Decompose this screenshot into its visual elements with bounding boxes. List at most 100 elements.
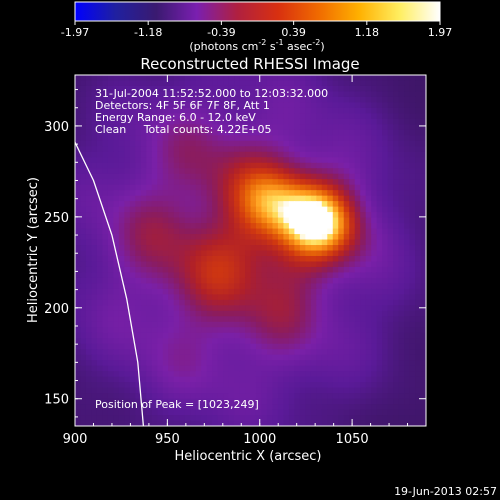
heatmap-cell	[316, 343, 323, 350]
heatmap-cell	[360, 184, 367, 191]
heatmap-cell	[409, 398, 416, 405]
heatmap-cell	[283, 305, 290, 312]
heatmap-cell	[217, 277, 224, 284]
heatmap-cell	[255, 409, 263, 416]
heatmap-cell	[91, 162, 98, 169]
heatmap-cell	[266, 415, 274, 422]
heatmap-cell	[266, 387, 274, 394]
heatmap-cell	[107, 415, 114, 422]
heatmap-cell	[239, 157, 246, 164]
heatmap-cell	[217, 398, 224, 405]
heatmap-cell	[398, 201, 405, 208]
heatmap-cell	[283, 162, 290, 169]
heatmap-cell	[365, 376, 372, 383]
heatmap-cell	[173, 85, 180, 93]
heatmap-cell	[217, 179, 224, 186]
heatmap-cell	[140, 371, 147, 378]
heatmap-cell	[212, 146, 219, 153]
heatmap-cell	[277, 96, 284, 104]
heatmap-cell	[239, 277, 246, 284]
heatmap-cell	[266, 294, 274, 301]
heatmap-cell	[168, 272, 175, 279]
heatmap-cell	[415, 212, 422, 219]
heatmap-cell	[80, 228, 87, 235]
heatmap-cell	[338, 266, 345, 274]
heatmap-cell	[338, 245, 345, 252]
heatmap-cell	[173, 239, 180, 246]
heatmap-cell	[168, 217, 175, 224]
heatmap-cell	[409, 140, 416, 147]
heatmap-cell	[420, 157, 426, 164]
heatmap-cell	[239, 261, 246, 268]
heatmap-cell	[288, 272, 295, 279]
heatmap-cell	[129, 140, 136, 147]
heatmap-cell	[288, 91, 295, 98]
heatmap-cell	[393, 162, 400, 169]
heatmap-cell	[310, 349, 317, 356]
heatmap-cell	[266, 129, 274, 136]
heatmap-cell	[228, 102, 235, 109]
heatmap-cell	[376, 173, 383, 180]
heatmap-cell	[382, 102, 389, 109]
heatmap-cell	[85, 393, 93, 400]
heatmap-cell	[151, 118, 158, 125]
heatmap-cell	[245, 250, 252, 257]
heatmap-cell	[96, 283, 104, 290]
heatmap-cell	[75, 415, 82, 422]
heatmap-cell	[239, 75, 246, 82]
heatmap-cell	[299, 102, 306, 109]
heatmap-cell	[217, 107, 224, 114]
heatmap-cell	[91, 129, 98, 136]
heatmap-cell	[113, 415, 120, 422]
heatmap-cell	[245, 195, 252, 202]
heatmap-cell	[294, 343, 301, 350]
heatmap-cell	[129, 365, 136, 372]
heatmap-cell	[250, 245, 257, 252]
heatmap-cell	[338, 332, 345, 339]
heatmap-cell	[201, 118, 208, 125]
heatmap-cell	[91, 190, 98, 197]
heatmap-cell	[294, 398, 301, 405]
heatmap-cell	[140, 201, 147, 208]
heatmap-cell	[398, 343, 405, 350]
heatmap-cell	[201, 338, 208, 345]
heatmap-cell	[299, 305, 306, 312]
heatmap-cell	[349, 376, 356, 383]
heatmap-cell	[85, 135, 93, 142]
heatmap-cell	[179, 124, 186, 131]
heatmap-cell	[201, 321, 208, 328]
heatmap-cell	[255, 420, 263, 426]
heatmap-cell	[91, 234, 98, 241]
heatmap-cell	[228, 376, 235, 383]
heatmap-cell	[316, 107, 323, 114]
heatmap-cell	[255, 129, 263, 136]
heatmap-cell	[234, 212, 241, 219]
heatmap-cell	[75, 360, 82, 367]
heatmap-cell	[327, 305, 334, 312]
heatmap-cell	[85, 261, 93, 268]
heatmap-cell	[321, 272, 328, 279]
heatmap-cell	[151, 162, 158, 169]
heatmap-cell	[135, 179, 142, 186]
heatmap-cell	[327, 107, 334, 114]
heatmap-cell	[179, 299, 186, 306]
heatmap-cell	[102, 288, 109, 295]
heatmap-cell	[327, 393, 334, 400]
heatmap-cell	[157, 190, 164, 197]
heatmap-cell	[157, 118, 164, 125]
heatmap-cell	[360, 124, 367, 131]
heatmap-cell	[338, 179, 345, 186]
heatmap-cell	[195, 272, 202, 279]
heatmap-cell	[75, 245, 82, 252]
heatmap-cell	[294, 415, 301, 422]
heatmap-cell	[338, 415, 345, 422]
heatmap-cell	[184, 371, 191, 378]
heatmap-cell	[146, 75, 153, 82]
heatmap-cell	[338, 261, 345, 268]
heatmap-cell	[277, 365, 284, 372]
heatmap-cell	[217, 310, 224, 317]
heatmap-cell	[250, 217, 257, 224]
heatmap-cell	[283, 206, 290, 213]
heatmap-cell	[146, 118, 153, 125]
heatmap-cell	[223, 239, 230, 246]
